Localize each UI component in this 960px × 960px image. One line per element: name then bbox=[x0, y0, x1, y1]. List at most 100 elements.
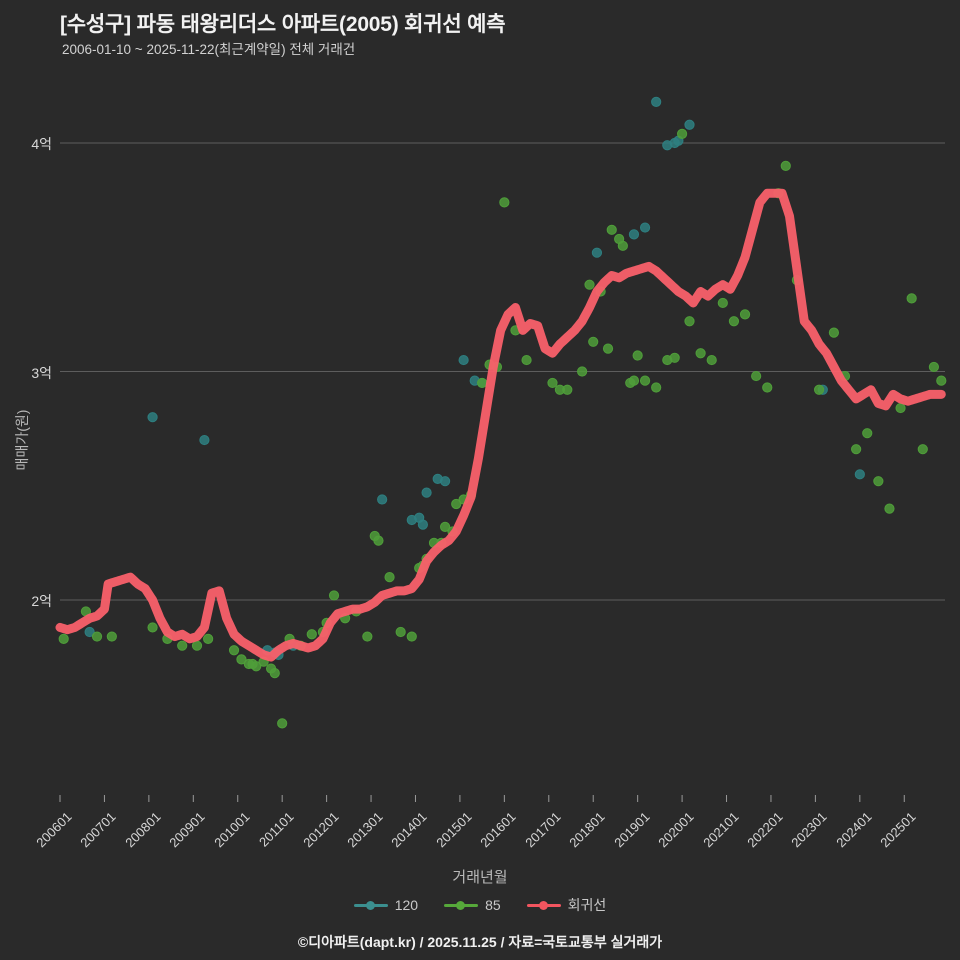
x-tick-label: 200801 bbox=[122, 809, 164, 851]
data-point bbox=[147, 412, 158, 423]
data-point bbox=[521, 354, 532, 366]
data-point bbox=[458, 494, 469, 505]
x-tick-label: 202201 bbox=[744, 809, 786, 851]
data-point bbox=[84, 626, 95, 638]
x-tick-label: 202101 bbox=[699, 809, 742, 851]
y-tick-label: 2억 bbox=[31, 593, 52, 609]
data-point bbox=[269, 647, 280, 658]
data-point bbox=[458, 354, 469, 366]
x-tick-label: 200901 bbox=[166, 809, 208, 851]
data-point bbox=[80, 606, 92, 617]
data-point bbox=[203, 633, 214, 644]
data-point bbox=[676, 128, 688, 139]
data-point bbox=[695, 348, 706, 359]
data-point bbox=[628, 229, 640, 240]
legend-item-85[interactable]: 85 bbox=[444, 897, 501, 913]
x-tick-label: 201501 bbox=[433, 809, 475, 851]
data-point bbox=[414, 512, 425, 523]
data-point bbox=[728, 316, 740, 327]
data-point bbox=[895, 402, 906, 414]
x-tick-label: 202301 bbox=[788, 809, 830, 851]
y-tick-label: 3억 bbox=[31, 364, 52, 381]
x-tick-label: 201401 bbox=[388, 809, 431, 851]
data-point bbox=[236, 654, 247, 665]
chart-legend: 120 85 회귀선 bbox=[0, 895, 960, 915]
data-point bbox=[447, 526, 458, 537]
x-tick-label: 201901 bbox=[610, 809, 653, 851]
page-subtitle: 2006-01-10 ~ 2025-11-22(최근계약일) 전체 거래건 bbox=[62, 42, 356, 57]
data-point bbox=[440, 521, 451, 532]
legend-marker-icon bbox=[526, 898, 561, 912]
x-tick-label: 202001 bbox=[655, 809, 697, 851]
data-point bbox=[839, 370, 851, 382]
x-tick-label: 201001 bbox=[211, 809, 253, 851]
data-point bbox=[199, 434, 210, 446]
data-point bbox=[262, 645, 273, 656]
data-point bbox=[884, 503, 895, 514]
data-point bbox=[417, 519, 428, 530]
data-point bbox=[591, 247, 603, 258]
data-point bbox=[440, 476, 451, 487]
data-point bbox=[617, 240, 628, 251]
data-point bbox=[328, 590, 340, 601]
data-point bbox=[762, 382, 773, 393]
data-point bbox=[917, 444, 928, 455]
data-point bbox=[651, 382, 662, 393]
x-tick-label: 200701 bbox=[77, 809, 120, 851]
data-point bbox=[851, 444, 862, 455]
data-point bbox=[432, 473, 443, 484]
data-point bbox=[584, 279, 595, 290]
legend-item-120[interactable]: 120 bbox=[353, 897, 419, 913]
data-point bbox=[588, 336, 599, 347]
data-point bbox=[491, 361, 503, 373]
data-point bbox=[417, 560, 428, 571]
data-point bbox=[906, 293, 917, 304]
scatter-series-120 bbox=[84, 96, 865, 660]
data-point bbox=[639, 222, 651, 233]
legend-marker-icon bbox=[353, 898, 388, 912]
data-point bbox=[510, 325, 521, 336]
data-point bbox=[340, 613, 351, 624]
data-point bbox=[684, 316, 695, 327]
data-point bbox=[321, 617, 332, 628]
data-point bbox=[706, 354, 717, 366]
data-point bbox=[751, 370, 762, 382]
data-point bbox=[739, 309, 751, 320]
data-point bbox=[162, 633, 173, 644]
legend-label: 120 bbox=[394, 897, 419, 913]
data-point bbox=[577, 366, 588, 377]
data-point bbox=[284, 633, 295, 644]
data-point bbox=[854, 469, 865, 480]
data-point bbox=[384, 572, 395, 583]
legend-item-회귀선[interactable]: 회귀선 bbox=[526, 895, 607, 915]
data-point bbox=[669, 137, 680, 149]
data-point bbox=[606, 224, 617, 235]
legend-label: 회귀선 bbox=[567, 897, 607, 913]
x-tick-label: 201701 bbox=[522, 809, 564, 851]
data-point bbox=[369, 530, 380, 542]
x-tick-label: 201201 bbox=[299, 809, 342, 851]
data-point bbox=[377, 494, 388, 505]
data-point bbox=[499, 197, 510, 208]
data-point bbox=[288, 640, 299, 651]
data-point bbox=[436, 537, 447, 548]
footer-credit: ©디아파트(dapt.kr) / 2025.11.25 / 자료=국토교통부 실… bbox=[297, 934, 663, 950]
data-point bbox=[628, 375, 640, 386]
x-tick-label: 201601 bbox=[477, 809, 519, 851]
page-title: [수성구] 파동 태왕리더스 아파트(2005) 회귀선 예측 bbox=[60, 13, 506, 36]
data-point bbox=[873, 476, 884, 487]
y-tick-label: 4억 bbox=[31, 136, 52, 152]
data-point bbox=[662, 140, 673, 151]
data-point bbox=[484, 359, 495, 370]
x-axis-label: 거래년월 bbox=[452, 869, 508, 886]
data-point bbox=[547, 377, 558, 389]
data-point bbox=[669, 352, 680, 363]
x-tick-label: 201101 bbox=[256, 809, 297, 850]
data-point bbox=[554, 384, 566, 395]
data-point bbox=[791, 275, 802, 286]
data-point bbox=[780, 160, 791, 171]
data-point bbox=[625, 377, 636, 389]
data-point bbox=[651, 96, 662, 107]
data-point bbox=[258, 656, 269, 667]
